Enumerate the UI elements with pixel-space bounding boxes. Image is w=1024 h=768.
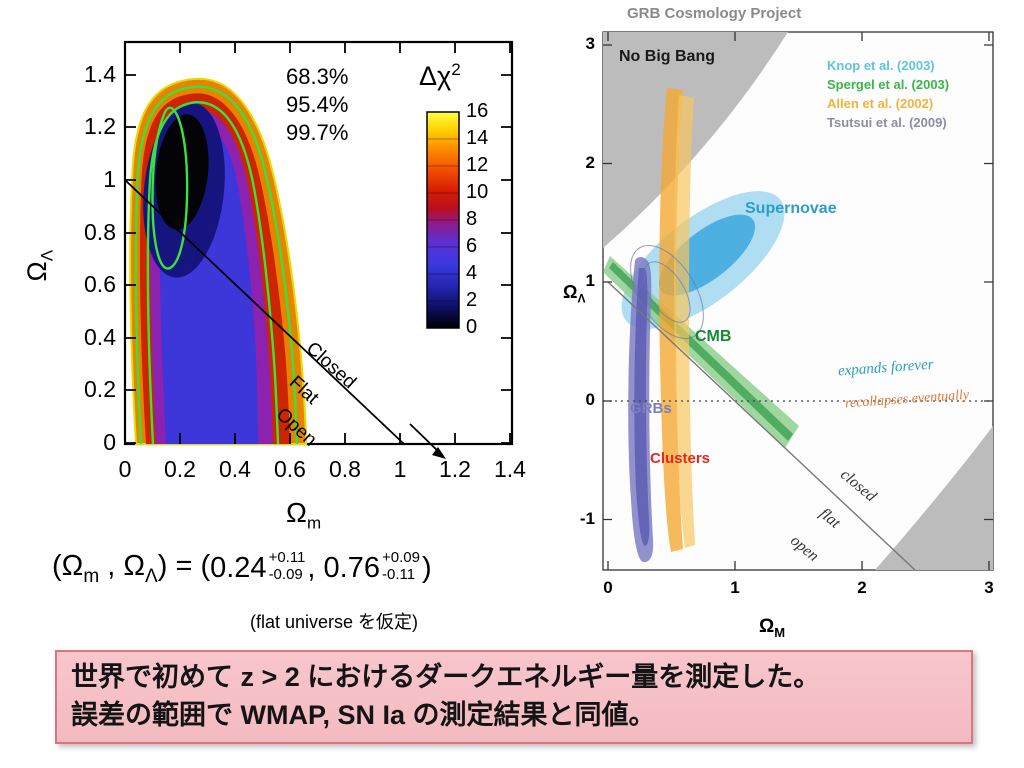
- lower-right-excluded-region: [875, 426, 993, 570]
- no-big-bang-region: [603, 32, 788, 248]
- x-tick-label: 1: [730, 578, 740, 597]
- x-tick-label: 0.4: [219, 456, 251, 482]
- y-tick-label: 1.4: [84, 61, 116, 87]
- y-axis-title: ΩΛ: [22, 249, 57, 282]
- flat-universe-line: [607, 281, 916, 571]
- colorbar-tick-label: 6: [466, 235, 478, 257]
- tick-marks: [603, 32, 993, 570]
- x-tick-label: 0: [118, 456, 132, 482]
- omega-m-uncertainty: +0.11 -0.09: [268, 549, 306, 583]
- x-tick-label: 1.2: [439, 456, 471, 482]
- x-tick-label: 1.4: [494, 456, 526, 482]
- y-tick-label: 0.4: [84, 324, 116, 350]
- colorbar-tick-label: 4: [466, 262, 478, 284]
- colorbar-tick-label: 2: [466, 289, 478, 311]
- y-tick-label: 1: [585, 271, 595, 290]
- colorbar-tick-label: 0: [466, 316, 478, 338]
- y-tick-label: 0: [103, 429, 116, 455]
- cmb-label: CMB: [695, 328, 732, 345]
- confidence-level: 95.4%: [286, 92, 349, 117]
- equation-close: ): [421, 552, 432, 585]
- y-tick-label: 0.2: [84, 376, 116, 402]
- omega-lambda-value: 0.76: [323, 552, 380, 585]
- x-tick-label: 2: [857, 578, 867, 597]
- cmb-band-core: [609, 262, 793, 441]
- y-tick-label: 3: [585, 34, 595, 53]
- grb-cosmology-svg: [602, 31, 994, 571]
- tick-marks: [124, 42, 512, 444]
- colorbar-tick-label: 14: [466, 127, 489, 149]
- chi2-contour-chart: 1.4 1.2 1 0.8 0.6 0.4 0.2 0 0 0.2 0.4 0.…: [0, 0, 545, 545]
- grb-band-core: [634, 268, 650, 546]
- x-tick-label: 1: [393, 456, 407, 482]
- colorbar-tick-label: 12: [466, 154, 489, 176]
- faint-contour-outline-inner: [643, 261, 691, 323]
- chi2-contour-svg: [123, 40, 514, 459]
- contour-core-black: [155, 114, 209, 230]
- colorbar: [426, 111, 460, 329]
- x-axis-title: Ωm: [286, 497, 322, 533]
- y-tick-label: 0: [585, 390, 595, 409]
- legend-entry: Tsutsui et al. (2009): [827, 115, 947, 130]
- omega-lambda-uncertainty: +0.09 -0.11: [381, 549, 420, 583]
- legend-entry: Allen et al. (2002): [827, 96, 934, 111]
- x-tick-label: 0.8: [329, 456, 361, 482]
- conclusion-line-2: 誤差の範囲で WMAP, SN Ia の測定結果と同値。: [71, 699, 656, 730]
- equation-lhs: (Ωm , ΩΛ) = (: [52, 550, 211, 587]
- colorbar-title: Δχ2: [419, 60, 461, 91]
- y-tick-label: -1: [579, 509, 595, 528]
- x-tick-label: 0.6: [274, 456, 306, 482]
- result-equation: (Ωm , ΩΛ) = ( 0.24 +0.11 -0.09 , 0.76 +0.…: [52, 549, 432, 588]
- contour-line-99-7: [134, 85, 299, 445]
- y-axis-title: ΩΛ: [563, 282, 586, 306]
- no-big-bang-label: No Big Bang: [619, 48, 715, 65]
- supernovae-label: Supernovae: [745, 200, 837, 217]
- flat-universe-note: (flat universe を仮定): [250, 612, 419, 632]
- omega-m-value: 0.24: [210, 552, 267, 585]
- open-arrowhead: [432, 447, 446, 459]
- legend-entry: Knop et al. (2003): [827, 58, 935, 73]
- y-tick-label: 0.6: [84, 271, 116, 297]
- grbs-label: GRBs: [630, 400, 672, 417]
- conclusion-box: 世界で初めて z > 2 におけるダークエネルギー量を測定した。 誤差の範囲で …: [55, 650, 973, 744]
- colorbar-tick-label: 10: [466, 181, 489, 203]
- confidence-level: 68.3%: [286, 64, 349, 89]
- equation-separator: ,: [307, 552, 324, 585]
- colorbar-tick-label: 16: [466, 100, 489, 122]
- legend-entry: Spergel et al. (2003): [827, 77, 950, 92]
- x-axis-title: ΩM: [759, 616, 786, 640]
- y-tick-label: 2: [585, 153, 595, 172]
- conclusion-line-1: 世界で初めて z > 2 におけるダークエネルギー量を測定した。: [71, 662, 821, 692]
- y-tick-label: 1.2: [84, 113, 116, 139]
- colorbar-dividers: [427, 138, 459, 302]
- confidence-level: 99.7%: [286, 120, 349, 145]
- contour-line-95-4: [146, 101, 280, 445]
- faint-contour-outline-outer: [630, 244, 704, 340]
- y-tick-label: 1: [103, 166, 116, 192]
- x-tick-label: 3: [984, 578, 994, 597]
- chart-title: GRB Cosmology Project: [627, 5, 802, 22]
- flat-universe-line: [124, 179, 405, 445]
- y-tick-label: 0.8: [84, 219, 116, 245]
- clusters-label: Clusters: [650, 450, 711, 467]
- x-tick-label: 0.2: [164, 456, 196, 482]
- contour-line-68-3: [151, 106, 189, 270]
- open-arrow: [409, 423, 442, 455]
- colorbar-tick-label: 8: [466, 208, 478, 230]
- x-tick-label: 0: [603, 578, 613, 597]
- grb-cosmology-chart: GRB Cosmology Project No Big Bang Knop e…: [555, 0, 1024, 655]
